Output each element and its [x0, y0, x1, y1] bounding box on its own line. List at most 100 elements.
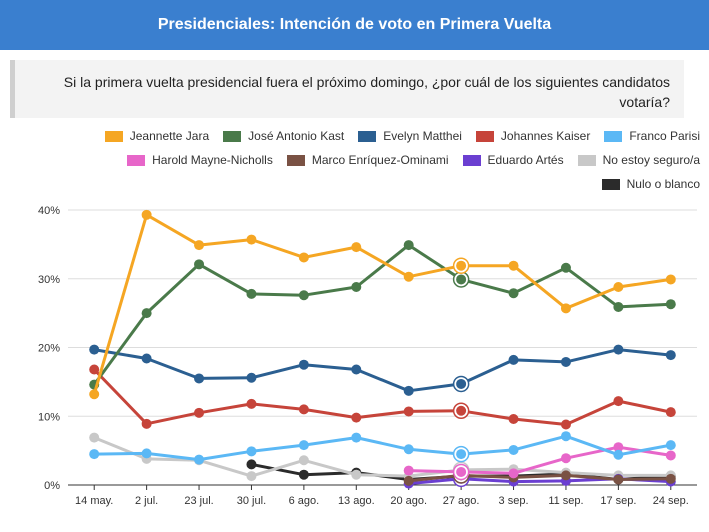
legend-label: Johannes Kaiser [500, 129, 591, 143]
legend-item-evelyn-matthei[interactable]: Evelyn Matthei [358, 129, 462, 143]
data-point-nulo-o-blanco [298, 469, 309, 480]
legend-item-eduardo-artes[interactable]: Eduardo Artés [462, 153, 564, 167]
data-point-marco-enriquez-ominami [560, 470, 571, 481]
legend-swatch [462, 154, 481, 166]
data-point-johannes-kaiser [351, 412, 362, 423]
data-point-evelyn-matthei [351, 364, 362, 375]
legend-row: Jeannette Jara José Antonio Kast Evelyn Ma… [20, 124, 700, 148]
legend-swatch [358, 130, 377, 142]
question-box: Si la primera vuelta presidencial fuera … [10, 60, 684, 118]
legend-label: Jeannette Jara [129, 129, 210, 143]
data-point-marco-enriquez-ominami [403, 475, 414, 486]
data-point-franco-parisi [560, 431, 571, 442]
data-point-evelyn-matthei [613, 344, 624, 355]
data-point-franco-parisi [89, 449, 100, 460]
data-point-johannes-kaiser [89, 364, 100, 375]
legend-label: Nulo o blanco [626, 177, 700, 191]
line-chart: 0% 10% 20% 30% 40% 14 may. 2 jul. 23 jul. 30 jul… [38, 205, 697, 507]
data-point-jeannette-jara [141, 209, 152, 220]
data-point-no-estoy-seguro-a [246, 471, 257, 482]
legend-swatch [104, 130, 123, 142]
series-line-harold-mayne-nicholls [408, 445, 672, 475]
data-point-jeannette-jara [298, 252, 309, 263]
data-point-jeannette-jara [456, 260, 467, 271]
legend-label: Franco Parisi [629, 129, 700, 143]
x-tick-label: 6 ago. [289, 495, 320, 507]
legend-swatch [223, 130, 242, 142]
data-point-franco-parisi [403, 444, 414, 455]
legend-row: Harold Mayne-Nicholls Marco Enríquez-Omin… [20, 148, 700, 172]
x-tick-label: 11 sep. [548, 495, 583, 507]
data-point-jose-antonio-kast [456, 274, 467, 285]
series-line-jose-antonio-kast [92, 243, 671, 386]
chart-legend: Jeannette Jara José Antonio Kast Evelyn Ma… [20, 124, 700, 196]
x-tick-label: 27 ago. [443, 495, 480, 507]
legend-item-harold-mayne-nicholls[interactable]: Harold Mayne-Nicholls [127, 153, 273, 167]
data-point-evelyn-matthei [403, 385, 414, 396]
data-point-johannes-kaiser [246, 398, 257, 409]
y-tick-label: 30% [38, 274, 60, 286]
data-point-jeannette-jara [613, 282, 624, 292]
data-point-no-estoy-seguro-a [351, 469, 362, 480]
data-point-franco-parisi [351, 432, 362, 443]
data-point-no-estoy-seguro-a [89, 432, 100, 443]
data-point-evelyn-matthei [456, 378, 467, 389]
data-point-harold-mayne-nicholls [560, 453, 571, 464]
legend-item-jose-antonio-kast[interactable]: José Antonio Kast [223, 129, 344, 143]
legend-swatch [127, 154, 146, 166]
data-point-jeannette-jara [89, 389, 100, 400]
series-line-johannes-kaiser [93, 368, 672, 426]
legend-item-franco-parisi[interactable]: Franco Parisi [604, 129, 700, 143]
legend-item-nulo-o-blanco[interactable]: Nulo o blanco [601, 177, 700, 191]
data-point-evelyn-matthei [194, 373, 205, 384]
data-point-jeannette-jara [560, 303, 571, 314]
data-point-jose-antonio-kast [194, 259, 205, 270]
series-line-franco-parisi [94, 434, 672, 462]
data-point-johannes-kaiser [141, 418, 152, 429]
y-tick-label: 0% [44, 480, 60, 492]
data-point-jeannette-jara [403, 271, 414, 282]
x-tick-label: 17 sep. [600, 495, 636, 507]
data-point-evelyn-matthei [246, 372, 257, 383]
y-tick-label: 40% [38, 205, 60, 217]
data-point-franco-parisi [613, 449, 624, 460]
legend-item-jeannette-jara[interactable]: Jeannette Jara [104, 129, 210, 143]
legend-label: Marco Enríquez-Ominami [311, 153, 449, 167]
x-tick-label: 23 jul. [184, 495, 213, 507]
series-line-marco-enriquez-ominami [408, 473, 671, 483]
legend-swatch [475, 130, 494, 142]
x-tick-label: 24 sep. [653, 495, 689, 507]
page-title: Presidenciales: Intención de voto en Pri… [157, 16, 552, 33]
x-tick-label: 3 sep. [499, 495, 529, 507]
legend-label: Eduardo Artés [487, 153, 564, 167]
legend-item-no-estoy-seguro-a[interactable]: No estoy seguro/a [577, 153, 700, 167]
data-point-johannes-kaiser [456, 405, 467, 416]
data-point-harold-mayne-nicholls [613, 442, 624, 453]
data-point-johannes-kaiser [560, 419, 571, 430]
data-point-johannes-kaiser [613, 396, 624, 407]
data-point-no-estoy-seguro-a [298, 455, 309, 466]
data-point-jose-antonio-kast [246, 288, 257, 299]
data-point-jeannette-jara [508, 260, 519, 271]
question-text: Si la primera vuelta presidencial fuera … [63, 74, 670, 110]
data-point-franco-parisi [665, 440, 676, 451]
x-tick-label: 30 jul. [237, 495, 266, 507]
data-point-jose-antonio-kast [141, 308, 152, 319]
series-line-evelyn-matthei [93, 348, 671, 393]
data-point-franco-parisi [456, 449, 467, 460]
legend-label: No estoy seguro/a [602, 153, 700, 167]
y-tick-label: 20% [38, 343, 60, 355]
data-point-evelyn-matthei [298, 359, 309, 370]
data-point-johannes-kaiser [665, 407, 676, 418]
legend-label: José Antonio Kast [248, 129, 345, 143]
legend-item-marco-enriquez-ominami[interactable]: Marco Enríquez-Ominami [286, 153, 449, 167]
x-tick-label: 20 ago. [390, 495, 427, 507]
data-point-harold-mayne-nicholls [665, 450, 676, 461]
data-point-marco-enriquez-ominami [613, 474, 624, 485]
data-point-nulo-o-blanco [246, 459, 257, 470]
data-point-jose-antonio-kast [665, 299, 676, 310]
legend-item-johannes-kaiser[interactable]: Johannes Kaiser [475, 129, 591, 143]
data-point-franco-parisi [246, 446, 257, 457]
legend-label: Harold Mayne-Nicholls [152, 153, 273, 167]
y-tick-label: 10% [38, 411, 60, 423]
